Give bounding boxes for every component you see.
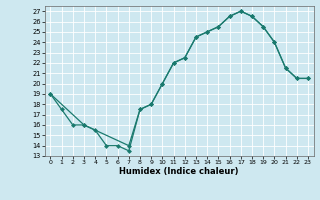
X-axis label: Humidex (Indice chaleur): Humidex (Indice chaleur) — [119, 167, 239, 176]
